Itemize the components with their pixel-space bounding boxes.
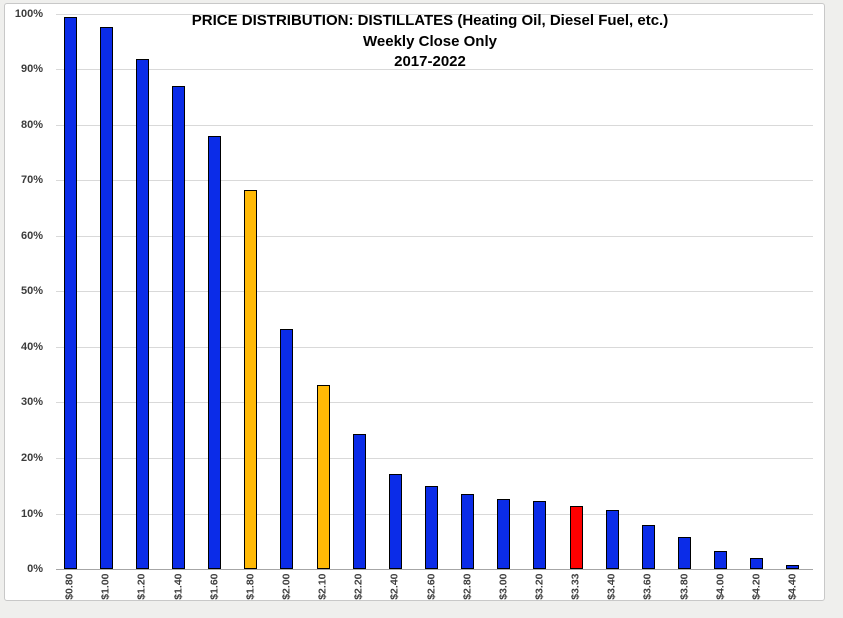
bar-2-20 (352, 434, 366, 569)
bar-3-40 (605, 509, 619, 569)
y-tick-label: 30% (20, 396, 43, 409)
x-tick-label: $2.60 (425, 573, 437, 600)
x-tick-label: $1.60 (208, 573, 221, 600)
y-tick-label: 20% (20, 451, 43, 464)
bar-4-40 (786, 565, 800, 569)
bar-2-80 (461, 494, 475, 569)
bar-3-60 (641, 525, 655, 569)
x-tick-label: $2.80 (461, 573, 474, 600)
y-tick-label: 90% (20, 63, 43, 76)
plot-area: 0% 10% 20% 30% 40% 50% 60% 70% 80% 90% 100% $0.80 $1… (5, 4, 824, 600)
x-tick-label: $4.00 (714, 573, 727, 600)
bar-3-33 (569, 505, 583, 569)
gridline (56, 402, 813, 404)
gridline (56, 457, 813, 459)
bar-0-80 (63, 16, 77, 569)
bar-4-20 (750, 557, 764, 569)
y-tick-label: 10% (20, 507, 43, 520)
x-tick-label: $3.20 (533, 573, 546, 600)
x-tick-label: $3.40 (605, 573, 618, 600)
bar-3-20 (533, 500, 547, 569)
bar-1-00 (99, 26, 113, 569)
y-tick-label: 0% (27, 563, 43, 575)
price-distribution-chart: PRICE DISTRIBUTION: DISTILLATES (Heating… (4, 3, 825, 601)
y-tick-label: 60% (20, 229, 43, 242)
x-tick-label: $1.00 (99, 573, 112, 600)
y-tick-label: 50% (20, 285, 43, 298)
x-axis-line (56, 569, 813, 570)
bar-1-80 (244, 190, 258, 569)
x-tick-label: $1.80 (244, 573, 257, 600)
bar-1-40 (172, 85, 185, 569)
y-tick-label: 100% (14, 7, 43, 20)
x-tick-label: $2.10 (316, 573, 329, 600)
x-tick-label: $3.60 (641, 573, 654, 600)
x-tick-label: $2.20 (352, 573, 365, 600)
gridline (56, 180, 813, 182)
bar-3-80 (678, 536, 691, 569)
gridline (56, 291, 813, 293)
bar-4-00 (714, 550, 728, 569)
bar-2-40 (388, 474, 402, 569)
bar-2-10 (316, 385, 330, 569)
y-tick-label: 40% (20, 340, 43, 353)
x-tick-label: $1.40 (172, 573, 184, 600)
gridline (56, 124, 813, 126)
chart-period: 2017-2022 (394, 53, 466, 70)
chart-title-block: PRICE DISTRIBUTION: DISTILLATES (Heating… (80, 11, 780, 73)
gridline (56, 69, 813, 71)
bar-3-00 (497, 498, 511, 569)
bar-2-60 (425, 485, 438, 569)
gridline (56, 346, 813, 348)
bar-1-60 (208, 136, 222, 569)
x-tick-label: $0.80 (63, 573, 76, 600)
x-tick-label: $3.33 (569, 573, 582, 600)
gridline (56, 235, 813, 237)
x-tick-label: $4.20 (750, 573, 763, 600)
x-tick-label: $3.80 (678, 573, 690, 600)
y-tick-label: 70% (20, 174, 43, 187)
chart-title: PRICE DISTRIBUTION: DISTILLATES (Heating… (191, 12, 669, 29)
chart-subtitle: Weekly Close Only (363, 32, 497, 50)
x-tick-label: $1.20 (135, 573, 148, 600)
x-tick-label: $3.00 (497, 573, 510, 600)
gridline (56, 13, 813, 15)
bar-1-20 (135, 59, 149, 569)
x-tick-label: $2.40 (388, 573, 401, 600)
x-tick-label: $2.00 (280, 573, 293, 600)
y-tick-label: 80% (20, 118, 43, 131)
bar-2-00 (280, 328, 294, 569)
x-tick-label: $4.40 (786, 573, 799, 600)
